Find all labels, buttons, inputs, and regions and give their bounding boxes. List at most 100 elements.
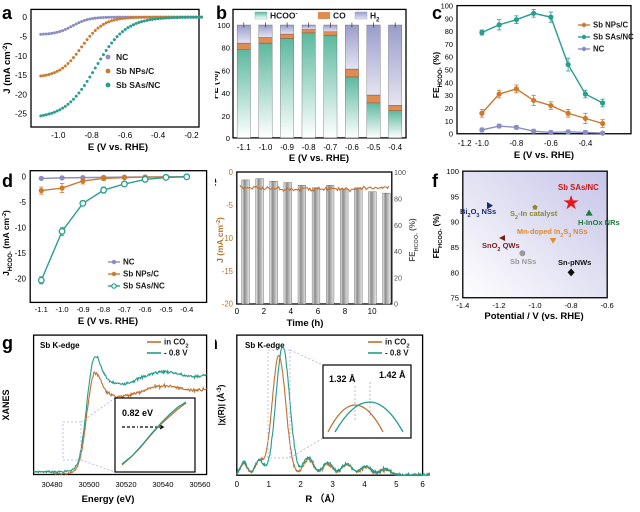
svg-text:-15: -15 [15, 70, 27, 80]
svg-text:70: 70 [445, 40, 453, 49]
svg-text:-1.4: -1.4 [456, 301, 469, 310]
svg-text:-5: -5 [19, 198, 27, 207]
svg-text:-0.6: -0.6 [601, 301, 614, 310]
svg-text:20: 20 [445, 104, 453, 113]
svg-text:FE (%): FE (%) [215, 71, 220, 99]
svg-text:3: 3 [330, 480, 335, 489]
svg-text:20: 20 [394, 274, 402, 283]
svg-text:Sn-pNWs: Sn-pNWs [558, 258, 591, 267]
svg-text:-0.8: -0.8 [565, 301, 578, 310]
svg-text:-1.0: -1.0 [528, 301, 541, 310]
svg-text:0: 0 [394, 300, 398, 309]
svg-text:b: b [216, 3, 227, 23]
svg-text:-0.6: -0.6 [139, 305, 152, 314]
svg-text:-1.0: -1.0 [475, 139, 489, 148]
svg-text:-20: -20 [15, 89, 27, 99]
svg-text:30480: 30480 [42, 480, 63, 489]
svg-text:E (V vs. RHE): E (V vs. RHE) [514, 150, 574, 161]
svg-text:h: h [215, 333, 218, 353]
svg-text:10: 10 [368, 307, 377, 316]
svg-text:0: 0 [229, 168, 234, 177]
svg-text:R （Å）: R （Å） [305, 493, 340, 505]
svg-text:NC: NC [116, 52, 128, 62]
svg-text:1.42 Å: 1.42 Å [379, 370, 406, 380]
svg-text:g: g [2, 333, 13, 353]
svg-text:80: 80 [222, 44, 230, 53]
svg-text:J (mA cm-2): J (mA cm-2) [215, 217, 225, 263]
svg-text:-1.0: -1.0 [56, 305, 69, 314]
svg-text:a: a [2, 3, 13, 23]
svg-text:100: 100 [217, 21, 230, 30]
svg-text:0: 0 [22, 12, 27, 22]
svg-text:- 0.8 V: - 0.8 V [385, 349, 409, 358]
svg-text:e: e [215, 171, 217, 191]
svg-text:40: 40 [222, 89, 230, 98]
svg-text:90: 90 [451, 218, 459, 227]
svg-text:30520: 30520 [115, 480, 136, 489]
svg-text:-0.9: -0.9 [76, 305, 89, 314]
svg-text:-0.6: -0.6 [118, 130, 133, 140]
svg-text:-0.8: -0.8 [97, 305, 110, 314]
svg-text:FEHCOO- (%): FEHCOO- (%) [432, 213, 444, 258]
svg-text:-0.4: -0.4 [180, 305, 193, 314]
svg-text:10: 10 [445, 117, 453, 126]
svg-text:-15: -15 [222, 267, 234, 276]
svg-text:-1.2: -1.2 [458, 139, 472, 148]
svg-text:0.82 eV: 0.82 eV [122, 408, 153, 418]
svg-text:100: 100 [446, 168, 459, 176]
svg-text:60: 60 [222, 66, 230, 75]
svg-text:-1.0: -1.0 [259, 143, 273, 152]
svg-text:Time (h): Time (h) [287, 318, 324, 329]
svg-text:5: 5 [394, 480, 399, 489]
svg-text:-0.8: -0.8 [510, 139, 524, 148]
svg-text:80: 80 [394, 194, 402, 203]
svg-text:-0.8: -0.8 [84, 130, 99, 140]
svg-text:30500: 30500 [78, 480, 99, 489]
svg-text:J (mA cm-2): J (mA cm-2) [2, 42, 14, 93]
svg-text:1.32 Å: 1.32 Å [329, 374, 356, 384]
svg-text:-10: -10 [15, 224, 27, 233]
svg-text:4: 4 [289, 307, 294, 316]
svg-text:-5: -5 [20, 32, 28, 42]
svg-text:40: 40 [445, 78, 453, 87]
svg-text:60: 60 [394, 221, 402, 230]
svg-text:6: 6 [420, 480, 425, 489]
svg-text:-1.1: -1.1 [35, 305, 48, 314]
svg-text:FEHCOO- (%): FEHCOO- (%) [431, 52, 444, 99]
svg-text:-20: -20 [15, 275, 27, 284]
svg-text:- 0.8 V: - 0.8 V [164, 349, 188, 358]
svg-text:60: 60 [445, 53, 453, 62]
svg-text:XANES: XANES [1, 389, 11, 420]
svg-text:-0.6: -0.6 [345, 143, 359, 152]
svg-text:8: 8 [343, 307, 348, 316]
svg-text:E (V vs. RHE): E (V vs. RHE) [78, 316, 138, 327]
svg-text:FEHCOO- (%): FEHCOO- (%) [408, 218, 420, 262]
svg-text:Sb NPs/C: Sb NPs/C [123, 270, 159, 279]
svg-text:Sb K-edge: Sb K-edge [40, 341, 80, 350]
svg-text:-1.1: -1.1 [237, 143, 251, 152]
svg-text:-15: -15 [15, 249, 27, 258]
svg-text:-25: -25 [15, 109, 27, 119]
svg-text:NC: NC [123, 258, 135, 267]
svg-text:20: 20 [222, 112, 230, 121]
svg-text:-0.5: -0.5 [367, 143, 381, 152]
svg-text:Sb K-edge: Sb K-edge [245, 341, 285, 350]
svg-text:100: 100 [394, 168, 406, 177]
svg-text:2: 2 [298, 480, 303, 489]
svg-text:HCOO-: HCOO- [270, 11, 298, 21]
svg-text:80: 80 [451, 268, 459, 277]
svg-text:-5: -5 [226, 201, 234, 210]
svg-text:-1.0: -1.0 [51, 130, 66, 140]
svg-text:30560: 30560 [189, 480, 210, 489]
svg-text:2: 2 [262, 307, 267, 316]
svg-text:JHCOO- (mA cm-2): JHCOO- (mA cm-2) [1, 210, 14, 276]
svg-text:100: 100 [441, 2, 453, 11]
svg-text:-1.2: -1.2 [492, 301, 505, 310]
svg-text:0: 0 [22, 173, 27, 182]
svg-text:50: 50 [445, 66, 453, 75]
svg-text:6: 6 [316, 307, 321, 316]
svg-text:85: 85 [451, 243, 459, 252]
svg-text:-0.7: -0.7 [323, 143, 337, 152]
svg-text:E (V vs. RHE): E (V vs. RHE) [289, 153, 349, 164]
svg-text:E (V vs. RHE): E (V vs. RHE) [88, 142, 148, 153]
